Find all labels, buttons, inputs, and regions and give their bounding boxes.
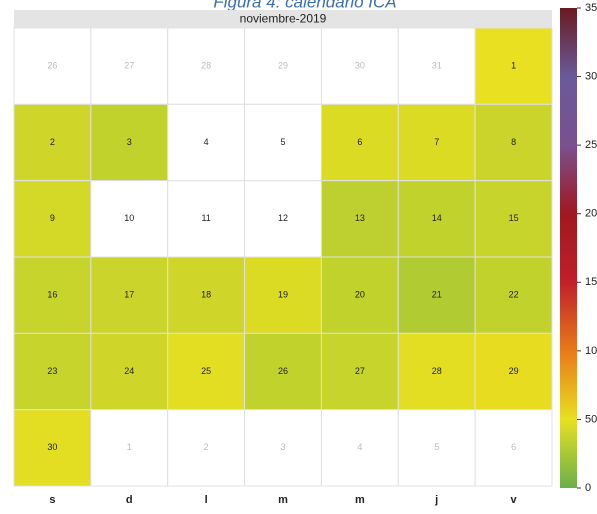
day-number: 24 — [124, 366, 134, 376]
day-cell — [167, 256, 246, 334]
day-number: 1 — [127, 442, 132, 452]
day-number: 6 — [511, 442, 516, 452]
color-bar-label: 150 — [585, 276, 597, 288]
day-number: 17 — [124, 290, 134, 300]
day-number: 7 — [434, 137, 439, 147]
day-number: 16 — [47, 290, 57, 300]
color-bar-label: 300 — [585, 70, 597, 82]
color-bar-label: 250 — [585, 139, 597, 151]
day-number: 10 — [124, 213, 134, 223]
day-cell — [13, 256, 92, 334]
day-number: 29 — [509, 366, 519, 376]
day-number: 20 — [355, 290, 365, 300]
weekday-label: l — [205, 494, 208, 506]
day-number: 14 — [432, 213, 442, 223]
day-cell — [13, 332, 92, 411]
day-number: 26 — [47, 61, 57, 71]
day-number: 30 — [355, 61, 365, 71]
day-number: 13 — [355, 213, 365, 223]
day-cell — [13, 180, 92, 258]
color-bar-label: 100 — [585, 345, 597, 357]
day-cell — [474, 103, 553, 182]
weekday-label: s — [49, 494, 55, 506]
outside-cell — [397, 27, 476, 105]
day-number: 28 — [201, 61, 211, 71]
day-cell — [397, 332, 476, 411]
day-cell — [244, 332, 322, 411]
outside-cell — [167, 409, 246, 487]
day-number: 21 — [432, 290, 442, 300]
day-cell — [397, 256, 476, 334]
day-number: 2 — [204, 442, 209, 452]
day-number: 6 — [357, 137, 362, 147]
outside-cell — [90, 409, 169, 487]
outside-cell — [397, 409, 476, 487]
day-cell — [397, 103, 476, 182]
outside-cell — [474, 409, 553, 487]
day-cell — [320, 180, 399, 258]
day-number: 4 — [357, 442, 362, 452]
day-cell — [167, 332, 246, 411]
outside-cell — [320, 27, 399, 105]
day-number: 3 — [127, 137, 132, 147]
day-number: 27 — [355, 366, 365, 376]
day-number: 18 — [201, 290, 211, 300]
day-number: 9 — [50, 213, 55, 223]
day-cell — [244, 256, 322, 334]
day-number: 27 — [124, 61, 134, 71]
day-number: 31 — [432, 61, 442, 71]
day-cell — [474, 256, 553, 334]
day-number: 26 — [278, 366, 288, 376]
day-number: 19 — [278, 290, 288, 300]
day-cell — [13, 103, 92, 182]
day-number: 28 — [432, 366, 442, 376]
empty-cell — [244, 103, 322, 182]
day-number: 2 — [50, 137, 55, 147]
day-cell — [13, 409, 92, 487]
day-cell — [90, 103, 169, 182]
weekday-label: d — [126, 494, 133, 506]
color-bar-label: 0 — [585, 482, 591, 494]
day-number: 8 — [511, 137, 516, 147]
day-number: 3 — [280, 442, 285, 452]
color-bar-label: 350 — [585, 2, 597, 14]
weekday-label: j — [434, 494, 438, 506]
day-number: 15 — [509, 213, 519, 223]
color-bar — [560, 8, 577, 488]
weekday-label: m — [355, 494, 365, 506]
day-cell — [474, 27, 553, 105]
day-number: 5 — [280, 137, 285, 147]
day-number: 1 — [511, 61, 516, 71]
month-label: noviembre-2019 — [240, 12, 327, 26]
month-header — [14, 10, 552, 28]
day-number: 12 — [278, 213, 288, 223]
day-number: 29 — [278, 61, 288, 71]
outside-cell — [244, 409, 322, 487]
day-number: 22 — [509, 290, 519, 300]
day-number: 4 — [204, 137, 209, 147]
day-number: 23 — [47, 366, 57, 376]
color-bar-label: 50 — [585, 413, 597, 425]
empty-cell — [244, 180, 322, 258]
day-cell — [320, 332, 399, 411]
day-cell — [474, 180, 553, 258]
weekday-label: v — [511, 494, 518, 506]
weekday-label: m — [278, 494, 288, 506]
chart-title: Figura 4: calendario ICA — [213, 0, 396, 11]
day-number: 25 — [201, 366, 211, 376]
color-bar-label: 200 — [585, 208, 597, 220]
day-number: 11 — [201, 213, 210, 223]
day-number: 30 — [47, 442, 57, 452]
day-number: 5 — [434, 442, 439, 452]
day-cell — [320, 103, 399, 182]
day-cell — [474, 332, 553, 411]
